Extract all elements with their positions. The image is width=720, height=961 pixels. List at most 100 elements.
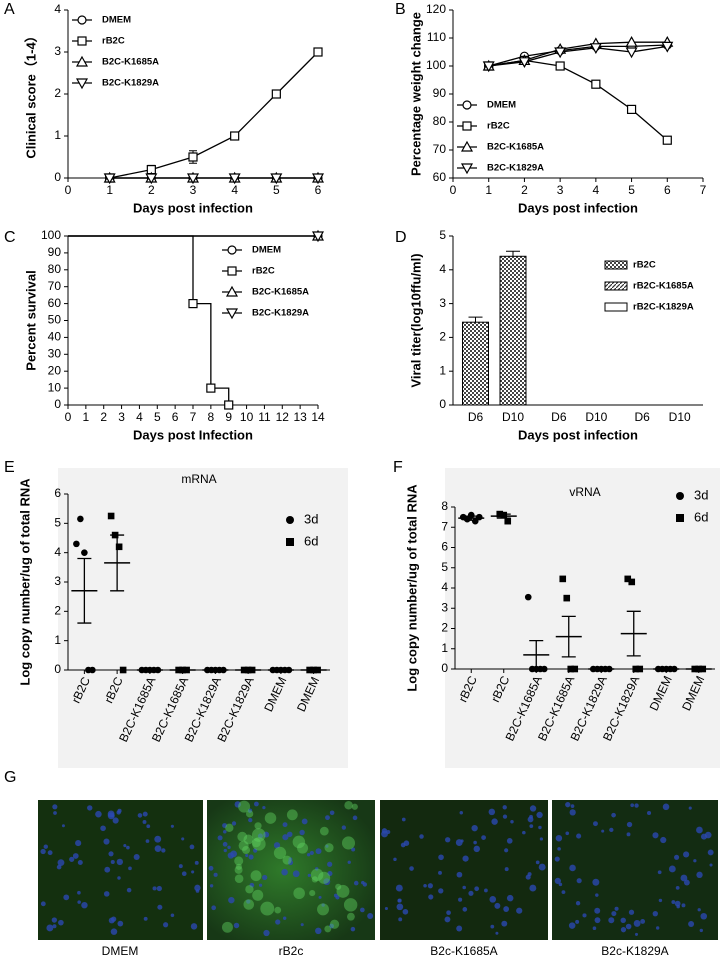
nucleus — [56, 864, 62, 870]
x-axis-label: Days post infection — [518, 427, 638, 442]
nucleus — [438, 854, 444, 861]
nucleus — [178, 864, 183, 869]
nucleus — [228, 896, 235, 904]
nucleus — [108, 851, 114, 857]
nucleus — [222, 841, 228, 847]
x-tick-label: 5 — [154, 410, 161, 424]
micrographs — [38, 800, 718, 940]
nucleus — [321, 903, 325, 907]
nucleus — [700, 912, 708, 920]
marker — [230, 131, 240, 141]
nucleus — [154, 845, 162, 852]
y-axis-label: Clinical score（1-4） — [23, 29, 38, 158]
nucleus — [61, 824, 65, 828]
x-tick-label: 5 — [628, 183, 635, 197]
stained-cell — [336, 884, 350, 898]
nucleus — [674, 854, 680, 860]
nucleus — [594, 907, 601, 914]
y-tick-label: 2 — [439, 330, 446, 344]
nucleus — [262, 874, 268, 881]
series-line — [109, 51, 319, 179]
micrograph-label: B2c-K1685A — [430, 944, 497, 958]
legend-label: B2C-K1829A — [102, 78, 159, 89]
nucleus — [646, 810, 652, 816]
sem-bar — [464, 515, 479, 521]
nucleus — [46, 924, 54, 932]
x-tick-label: 2 — [521, 183, 528, 197]
nucleus — [213, 872, 218, 877]
sem-bar — [626, 610, 641, 657]
y-tick-label: 20 — [48, 363, 62, 377]
nucleus — [110, 859, 115, 865]
marker — [460, 163, 474, 175]
nucleus — [143, 916, 148, 921]
sem-bar — [77, 557, 92, 624]
legend-label: 6d — [694, 509, 708, 524]
nucleus — [674, 900, 681, 907]
nucleus — [522, 830, 526, 835]
stained-cell — [235, 863, 242, 870]
nucleus — [315, 867, 319, 871]
nucleus — [52, 924, 57, 929]
nucleus — [569, 809, 576, 816]
nucleus — [350, 926, 356, 932]
marker — [227, 245, 237, 255]
y-tick-label: 90 — [433, 86, 447, 100]
y-tick-label: 2 — [54, 604, 61, 618]
legend-swatch — [604, 302, 628, 312]
nucleus — [307, 873, 311, 877]
nucleus — [419, 834, 424, 839]
nucleus — [69, 856, 75, 862]
nucleus — [87, 805, 93, 811]
x-tick-label: 3 — [118, 410, 125, 424]
stained-cell — [251, 838, 261, 848]
y-tick-label: 3 — [439, 296, 446, 310]
nucleus — [565, 802, 571, 808]
nucleus — [481, 835, 486, 840]
nucleus — [462, 907, 468, 912]
nucleus — [107, 810, 115, 818]
x-tick-label: 7 — [700, 183, 707, 197]
micrograph — [552, 800, 718, 940]
micrograph-label: B2c-K1829A — [601, 944, 668, 958]
marker — [313, 47, 323, 57]
series-line — [488, 45, 668, 67]
legend-label: 3d — [304, 511, 318, 526]
stained-cell — [282, 855, 292, 865]
nucleus — [217, 835, 223, 841]
x-axis-label: Days post Infection — [133, 427, 253, 442]
y-tick-label: 3 — [54, 44, 61, 58]
nucleus — [668, 865, 676, 873]
nucleus — [194, 860, 199, 865]
nucleus — [223, 830, 227, 834]
nucleus — [626, 832, 631, 837]
y-tick-label: 1 — [54, 633, 61, 647]
nucleus — [110, 928, 118, 935]
nucleus — [473, 840, 477, 845]
marker — [286, 538, 294, 546]
nucleus — [657, 870, 662, 875]
nucleus — [438, 888, 444, 894]
nucleus — [126, 887, 132, 893]
nucleus — [161, 848, 166, 853]
nucleus — [233, 922, 240, 929]
nucleus — [249, 882, 255, 888]
nucleus — [403, 840, 410, 846]
nucleus — [527, 816, 534, 823]
nucleus — [539, 837, 544, 841]
bar — [499, 255, 527, 406]
stained-cell — [234, 865, 243, 874]
marker — [186, 173, 200, 185]
nucleus — [325, 844, 329, 848]
marker — [482, 61, 495, 73]
x-tick-label: 4 — [231, 183, 238, 197]
chart-title: vRNA — [569, 485, 600, 499]
marker — [662, 135, 672, 145]
nucleus — [211, 905, 217, 911]
nucleus — [504, 867, 509, 872]
legend-label: 6d — [304, 533, 318, 548]
y-tick-label: 0 — [54, 170, 61, 184]
bar — [462, 321, 489, 406]
stained-cell — [251, 828, 266, 842]
nucleus — [315, 927, 322, 935]
